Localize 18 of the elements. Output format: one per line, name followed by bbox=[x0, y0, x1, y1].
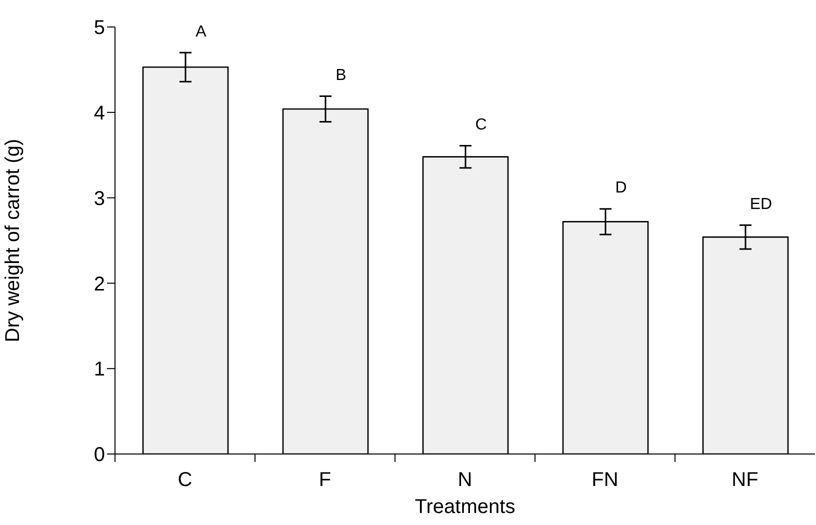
annotation: A bbox=[196, 23, 207, 40]
y-tick-label: 1 bbox=[94, 358, 105, 381]
y-tick-label: 2 bbox=[94, 273, 105, 296]
x-axis-title: Treatments bbox=[414, 496, 516, 518]
x-tick-label: N bbox=[458, 469, 472, 491]
y-tick-label: 4 bbox=[94, 102, 105, 124]
y-tick-label: 3 bbox=[94, 188, 105, 210]
annotation: D bbox=[615, 180, 627, 197]
annotation: ED bbox=[750, 196, 772, 213]
y-tick-label: 5 bbox=[94, 17, 105, 40]
annotation: C bbox=[475, 116, 487, 134]
annotation: B bbox=[336, 66, 346, 84]
y-tick-label: 0 bbox=[94, 444, 105, 466]
x-tick-label: NF bbox=[732, 469, 758, 491]
y-axis-title: Dry weight of carrot (g) bbox=[2, 138, 24, 342]
x-tick-label: FN bbox=[592, 469, 618, 491]
x-tick-label: F bbox=[318, 469, 332, 491]
x-tick-label: C bbox=[178, 469, 192, 491]
